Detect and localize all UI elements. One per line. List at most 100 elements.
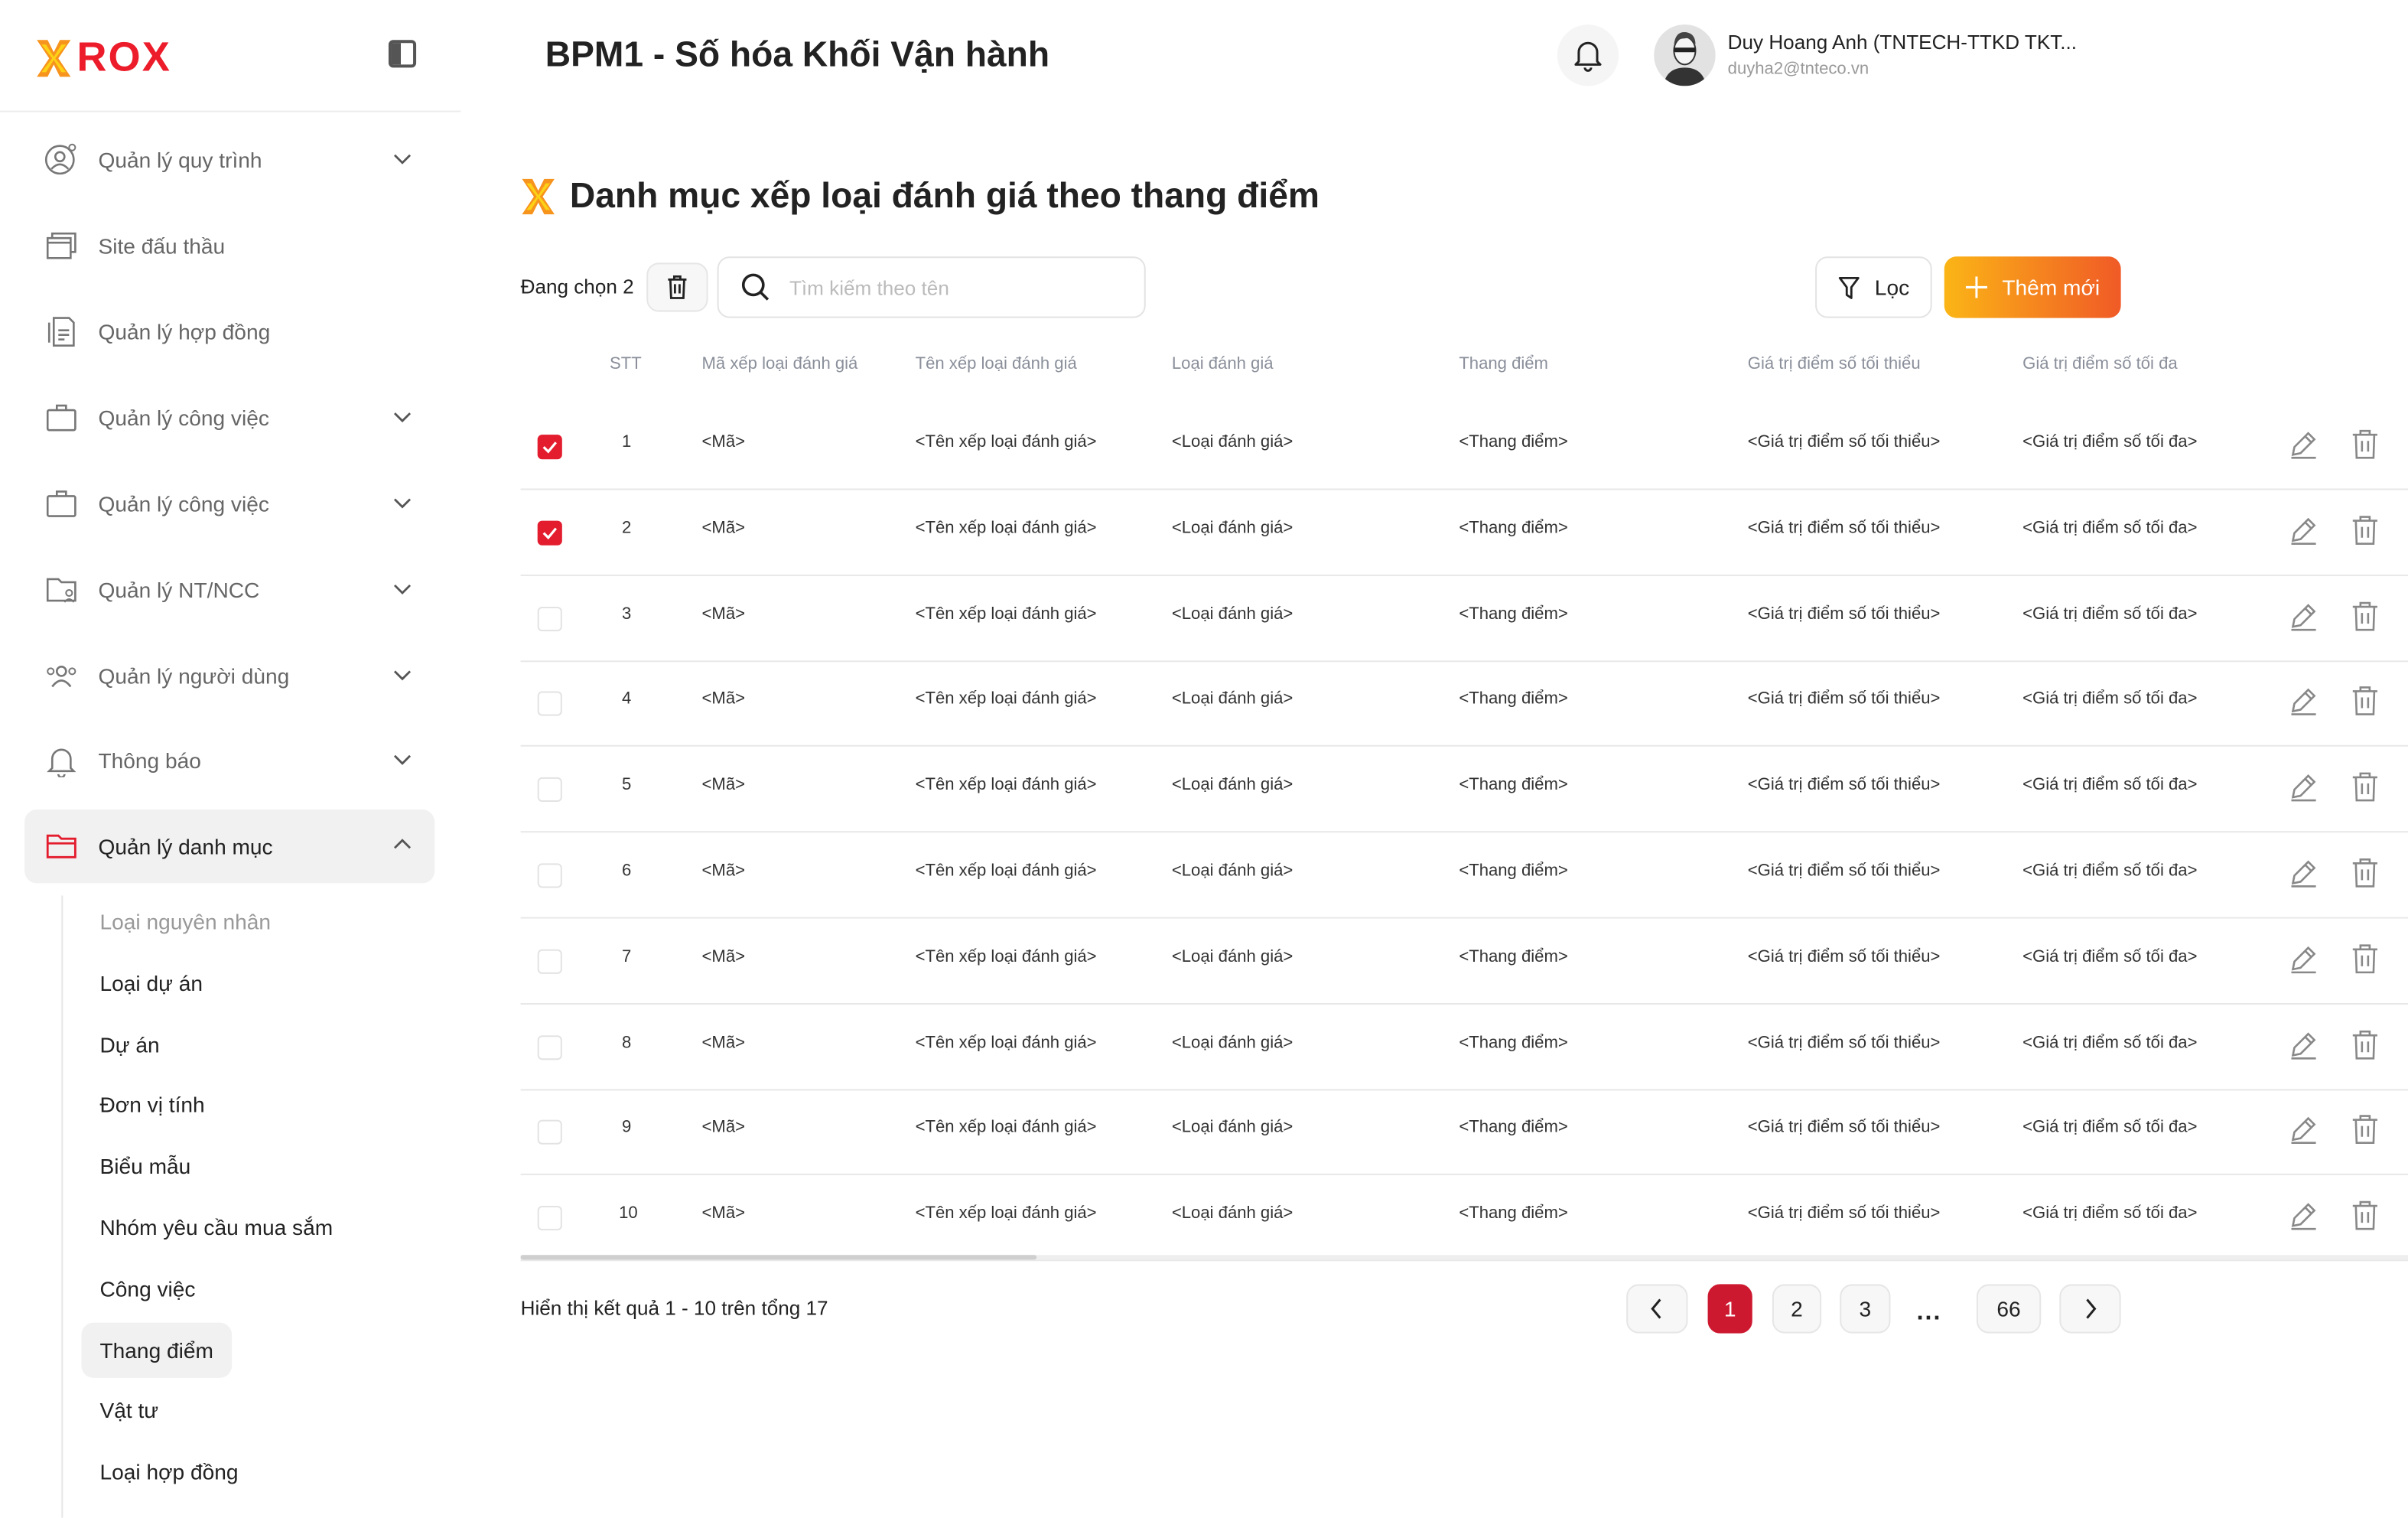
delete-button[interactable] [2351,943,2379,981]
cell-ma: <Mã> [701,519,746,538]
row-checkbox[interactable] [537,863,562,888]
page-button-2[interactable]: 2 [1772,1284,1822,1334]
delete-button[interactable] [2351,686,2379,724]
delete-button[interactable] [2351,1200,2379,1238]
row-checkbox[interactable] [537,606,562,631]
sidebar-toggle-icon[interactable] [388,40,417,68]
sidebar-item[interactable]: Thông báo [24,724,434,797]
table-row[interactable]: 10 <Mã> <Tên xếp loại đánh giá> <Loại đánh … [520,1175,2408,1262]
user-name[interactable]: Duy Hoang Anh (TNTECH-TTKD TKT... [1727,31,2078,54]
sidebar-item[interactable]: Quản lý danh mục [24,809,435,884]
cell-min: <Giá trị điểm số tối thiểu> [1747,1204,1941,1223]
sidebar-item[interactable]: Quản lý người dùng [24,639,434,712]
table-row[interactable]: 3 <Mã> <Tên xếp loại đánh giá> <Loại đánh g… [520,575,2408,662]
table-row[interactable]: 2 <Mã> <Tên xếp loại đánh giá> <Loại đánh g… [520,490,2408,576]
edit-button[interactable] [2288,1200,2319,1238]
table-row[interactable]: 6 <Mã> <Tên xếp loại đánh giá> <Loại đánh g… [520,832,2408,919]
horizontal-scrollbar-thumb[interactable] [520,1255,1037,1260]
row-checkbox[interactable] [537,520,562,546]
edit-button[interactable] [2288,771,2319,809]
trash-icon [2352,772,2377,802]
add-new-button[interactable]: Thêm mới [1944,256,2121,318]
column-header[interactable]: Thang điểm [1459,354,1548,373]
row-checkbox[interactable] [537,949,562,974]
column-header[interactable]: Giá trị điểm số tối đa [2022,354,2178,373]
submenu-item[interactable]: Vật tư [99,1398,159,1423]
cell-stt: 1 [621,433,632,452]
delete-button[interactable] [2351,514,2379,552]
column-header[interactable]: STT [610,354,642,373]
avatar-image-icon [1654,24,1716,86]
sidebar-item[interactable]: Quản lý công việc [24,381,434,454]
column-header[interactable]: Giá trị điểm số tối thiểu [1747,354,1921,373]
row-checkbox[interactable] [537,692,562,717]
delete-selected-button[interactable] [646,262,708,312]
prev-page-button[interactable] [1626,1284,1688,1334]
page-button-66[interactable]: 66 [1976,1284,2042,1334]
submenu-item[interactable]: Công việc [99,1275,196,1301]
edit-button[interactable] [2288,1028,2319,1067]
edit-button[interactable] [2288,857,2319,895]
delete-button[interactable] [2351,771,2379,809]
cell-ten: <Tên xếp loại đánh giá> [915,947,1097,966]
delete-button[interactable] [2351,600,2379,638]
table-row[interactable]: 4 <Mã> <Tên xếp loại đánh giá> <Loại đánh g… [520,661,2408,748]
page-button-1[interactable]: 1 [1707,1284,1752,1334]
sidebar-item[interactable]: Quản lý công việc [24,467,434,540]
delete-button[interactable] [2351,428,2379,467]
table-row[interactable]: 9 <Mã> <Tên xếp loại đánh giá> <Loại đánh g… [520,1090,2408,1176]
page-button-3[interactable]: 3 [1840,1284,1891,1334]
submenu-item[interactable]: Biểu mẫu [99,1154,191,1179]
submenu-item[interactable]: Loại dự án [99,970,203,995]
edit-button[interactable] [2288,428,2319,467]
sidebar-item[interactable]: Quản lý quy trình [24,123,434,197]
search-input[interactable] [786,274,1131,301]
chevron-down-icon [393,412,412,423]
submenu-item[interactable]: Loại nguyên nhân [99,909,272,934]
row-checkbox[interactable] [537,435,562,460]
logo-text: ROX [76,34,171,80]
delete-button[interactable] [2351,857,2379,895]
table-row[interactable]: 1 <Mã> <Tên xếp loại đánh giá> <Loại đánh g… [520,404,2408,490]
edit-button[interactable] [2288,1114,2319,1152]
delete-button[interactable] [2351,1028,2379,1067]
cell-stt: 4 [621,690,632,709]
delete-button[interactable] [2351,1114,2379,1152]
next-page-button[interactable] [2059,1284,2121,1334]
horizontal-scrollbar-track[interactable] [520,1255,2408,1260]
row-checkbox[interactable] [537,1206,562,1231]
column-header[interactable]: Mã xếp loại đánh giá [701,354,858,373]
avatar[interactable] [1654,24,1716,86]
sidebar-item[interactable]: Quản lý NT/NCC [24,553,434,627]
edit-button[interactable] [2288,943,2319,981]
row-divider [520,660,2408,662]
submenu-item[interactable]: Dự án [99,1031,160,1057]
row-checkbox[interactable] [537,777,562,803]
table-row[interactable]: 7 <Mã> <Tên xếp loại đánh giá> <Loại đánh g… [520,918,2408,1005]
pagination-ellipsis: ... [1916,1299,1942,1326]
cell-thang: <Thang điểm> [1459,1033,1568,1052]
notification-button[interactable] [1557,24,1619,86]
submenu-item[interactable]: Nhóm yêu cầu mua sắm [99,1215,334,1240]
column-header[interactable]: Loại đánh giá [1171,354,1274,373]
submenu-item[interactable]: Đơn vị tính [99,1093,205,1118]
cell-min: <Giá trị điểm số tối thiểu> [1747,604,1941,624]
submenu-item[interactable]: Loại hợp đồng [99,1459,239,1484]
sidebar-item[interactable]: Site đấu thầu [24,209,434,282]
cell-loai: <Loại đánh giá> [1171,690,1293,709]
column-header[interactable]: Tên xếp loại đánh giá [915,354,1077,373]
submenu-item[interactable]: Thang điểm [81,1321,233,1378]
edit-button[interactable] [2288,686,2319,724]
row-checkbox[interactable] [537,1120,562,1145]
edit-button[interactable] [2288,600,2319,638]
search-field[interactable] [717,256,1146,318]
sidebar-item[interactable]: Quản lý hợp đồng [24,295,434,368]
filter-button[interactable]: Lọc [1815,256,1932,318]
row-checkbox[interactable] [537,1034,562,1060]
edit-button[interactable] [2288,514,2319,552]
logo[interactable]: ROX [34,34,171,81]
table-row[interactable]: 8 <Mã> <Tên xếp loại đánh giá> <Loại đánh g… [520,1004,2408,1090]
sidebar: ROX Quản lý quy trình Site đấu thầu Quản l… [0,0,461,1518]
cell-max: <Giá trị điểm số tối đa> [2022,1033,2198,1052]
table-row[interactable]: 5 <Mã> <Tên xếp loại đánh giá> <Loại đánh g… [520,747,2408,833]
